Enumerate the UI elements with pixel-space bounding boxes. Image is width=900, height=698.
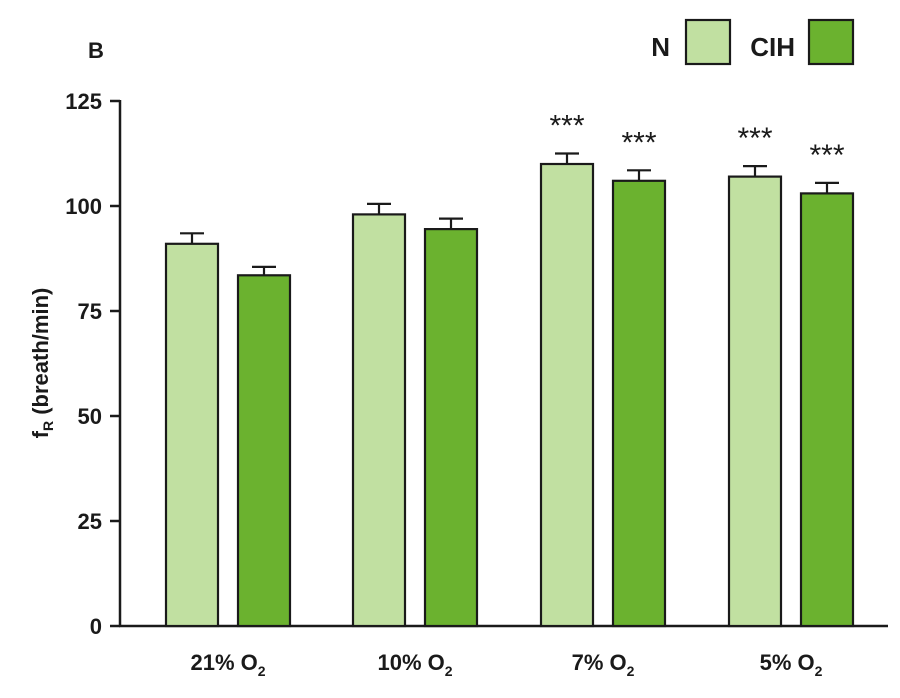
legend-label-n: N	[651, 32, 670, 62]
x-tick-label: 21% O2	[190, 650, 265, 679]
significance-marker: ***	[737, 122, 772, 155]
x-tick-label: 5% O2	[760, 650, 823, 679]
y-axis-label: fR (breath/min)	[28, 288, 56, 439]
bar-cih-0	[236, 274, 292, 628]
significance-marker: ***	[549, 110, 584, 143]
bar-n-2	[539, 162, 595, 628]
y-tick-label: 50	[78, 404, 102, 429]
y-tick-label: 75	[78, 299, 102, 324]
y-tick-label: 100	[65, 194, 102, 219]
legend-swatch-cih	[807, 18, 855, 66]
y-tick-label: 0	[90, 614, 102, 639]
y-axis: 0 25 50 75 100 125	[65, 89, 122, 639]
legend: N CIH	[651, 18, 855, 66]
legend-label-cih: CIH	[750, 32, 795, 62]
bar-cih-3	[799, 192, 855, 628]
bar-n-1	[351, 213, 407, 628]
x-tick-label: 10% O2	[377, 650, 452, 679]
y-tick-label: 25	[78, 509, 102, 534]
bar-n-3	[727, 175, 783, 628]
panel-label: B	[88, 38, 104, 63]
significance-marker: ***	[621, 126, 656, 159]
bars: *** *** *** ***	[164, 110, 855, 628]
bar-n-0	[164, 242, 220, 628]
bar-cih-2	[611, 179, 667, 628]
legend-swatch-n	[684, 18, 732, 66]
bar-cih-1	[423, 228, 479, 628]
y-tick-label: 125	[65, 89, 102, 114]
significance-marker: ***	[809, 139, 844, 172]
x-axis: 21% O2 10% O2 7% O2 5% O2	[119, 624, 888, 679]
x-tick-label: 7% O2	[572, 650, 635, 679]
